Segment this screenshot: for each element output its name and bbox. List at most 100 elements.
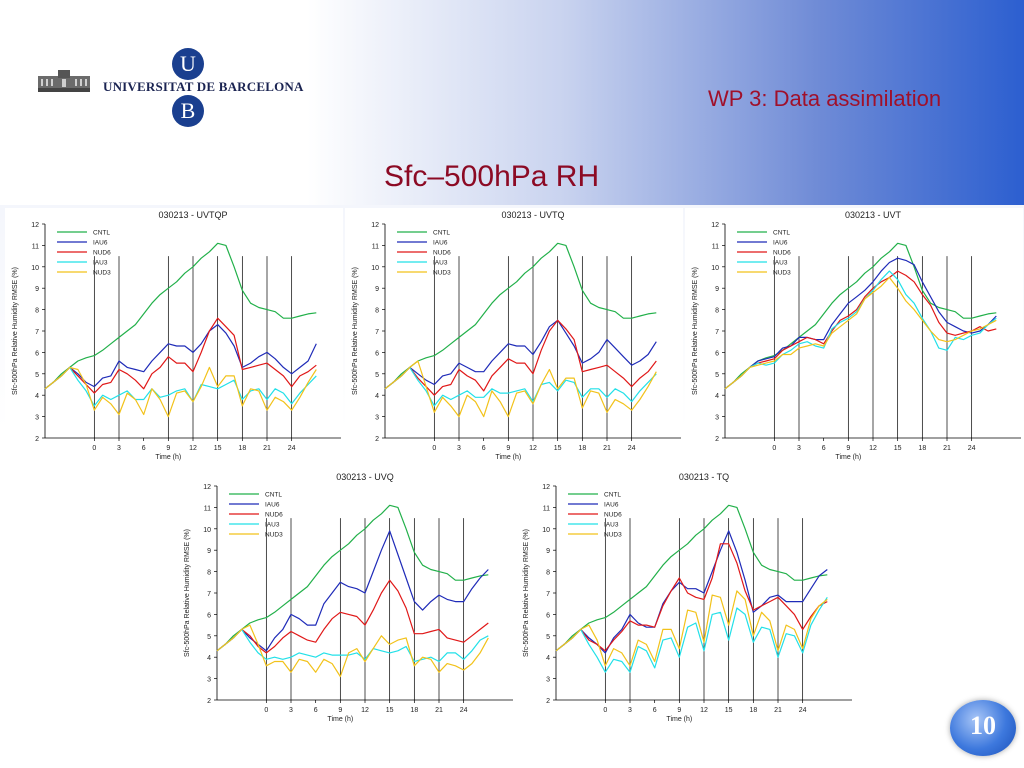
- x-tick-label: 3: [117, 445, 121, 452]
- series-line-nud6: [216, 579, 489, 654]
- x-tick-label: 18: [749, 707, 757, 714]
- x-tick-label: 24: [628, 445, 636, 452]
- y-tick-label: 3: [35, 415, 39, 422]
- series-line-nud3: [44, 366, 317, 418]
- university-building-icon: [38, 70, 90, 92]
- y-tick-label: 10: [31, 265, 39, 272]
- chart-uvtqp-svg: 030213 - UVTQP 2 3 4 5 6 7 8 9 10 11 12 0 3 6 9 12 15 18 21…: [12, 210, 341, 461]
- chart-tq: 030213 - TQ 2 3 4 5 6 7 8 9 10 11 12 0 3 6 9 12 15 18 21 24 T…: [516, 470, 854, 730]
- x-tick-label: 12: [189, 445, 197, 452]
- legend-label-iau3: IAU3: [93, 260, 108, 267]
- x-tick-label: 21: [435, 707, 443, 714]
- x-tick-label: 21: [603, 445, 611, 452]
- series-line-iau3: [555, 596, 828, 673]
- y-tick-label: 9: [207, 548, 211, 555]
- chart-uvt-svg: 030213 - UVT 2 3 4 5 6 7 8 9 10 11 12 0 3 6 9 12 15 18 21 24…: [692, 210, 1021, 461]
- x-tick-label: 0: [603, 707, 607, 714]
- chart-tq-svg: 030213 - TQ 2 3 4 5 6 7 8 9 10 11 12 0 3 6 9 12 15 18 21 24 T…: [523, 472, 852, 723]
- y-tick-label: 10: [542, 527, 550, 534]
- y-axis-label: Sfc-500hPa Relative Humidity RMSE (%): [523, 529, 530, 657]
- y-tick-label: 3: [207, 677, 211, 684]
- x-axis-label: Time (h): [495, 454, 521, 461]
- legend-label-iau6: IAU6: [773, 240, 788, 247]
- y-tick-label: 6: [35, 350, 39, 357]
- x-tick-label: 9: [677, 707, 681, 714]
- series-line-nud6: [384, 319, 657, 396]
- legend-label-nud6: NUD6: [265, 512, 283, 519]
- x-axis-label: Time (h): [327, 716, 353, 723]
- x-tick-label: 0: [432, 445, 436, 452]
- y-tick-label: 2: [715, 436, 719, 443]
- series-line-nud3: [216, 624, 489, 678]
- x-tick-label: 9: [338, 707, 342, 714]
- chart-uvq: 030213 - UVQ 2 3 4 5 6 7 8 9 10 11 12 0 3 6 9 12 15 18 21 24…: [177, 470, 515, 730]
- y-tick-label: 2: [546, 698, 550, 705]
- page-number: 10: [970, 711, 996, 740]
- chart-uvtq: 030213 - UVTQ 2 3 4 5 6 7 8 9 10 11 12 0 3 6 9 12 15 18 21 2…: [345, 208, 683, 468]
- x-axis-label: Time (h): [666, 716, 692, 723]
- x-tick-label: 3: [289, 707, 293, 714]
- y-tick-label: 5: [715, 372, 719, 379]
- y-tick-label: 4: [375, 393, 379, 400]
- x-tick-label: 3: [628, 707, 632, 714]
- university-logo: UNIVERSITAT DE BARCELONA U B: [38, 48, 303, 128]
- y-tick-label: 11: [204, 505, 211, 512]
- y-tick-label: 4: [715, 393, 719, 400]
- legend-label-nud6: NUD6: [93, 250, 111, 257]
- chart-uvq-svg: 030213 - UVQ 2 3 4 5 6 7 8 9 10 11 12 0 3 6 9 12 15 18 21 24…: [184, 472, 513, 723]
- legend-label-iau6: IAU6: [433, 240, 448, 247]
- y-tick-label: 7: [546, 591, 550, 598]
- x-tick-label: 0: [772, 445, 776, 452]
- x-tick-label: 24: [968, 445, 976, 452]
- x-tick-label: 21: [263, 445, 271, 452]
- chart-title: 030213 - UVTQ: [501, 210, 564, 220]
- y-tick-label: 9: [715, 286, 719, 293]
- y-tick-label: 12: [711, 222, 719, 229]
- university-name: UNIVERSITAT DE BARCELONA: [103, 79, 304, 94]
- work-package-title: WP 3: Data assimilation: [708, 86, 942, 111]
- x-tick-label: 9: [166, 445, 170, 452]
- legend-label-cntl: CNTL: [93, 230, 110, 237]
- y-tick-label: 12: [371, 222, 379, 229]
- legend-label-cntl: CNTL: [773, 230, 790, 237]
- legend-label-cntl: CNTL: [604, 492, 621, 499]
- series-line-nud6: [44, 317, 317, 394]
- y-tick-label: 8: [715, 308, 719, 315]
- y-tick-label: 5: [375, 372, 379, 379]
- y-tick-label: 8: [546, 570, 550, 577]
- x-tick-label: 3: [797, 445, 801, 452]
- logo-letter-u: U: [172, 48, 204, 80]
- chart-title: 030213 - TQ: [679, 472, 729, 482]
- y-tick-label: 3: [715, 415, 719, 422]
- legend-label-nud3: NUD3: [265, 532, 283, 539]
- y-tick-label: 8: [35, 308, 39, 315]
- series-line-iau6: [216, 530, 489, 652]
- x-tick-label: 0: [92, 445, 96, 452]
- x-tick-label: 18: [410, 707, 418, 714]
- slide-title: Sfc–500hPa RH: [384, 160, 600, 193]
- legend-label-nud3: NUD3: [93, 270, 111, 277]
- chart-title: 030213 - UVQ: [336, 472, 394, 482]
- legend-label-nud3: NUD3: [773, 270, 791, 277]
- y-tick-label: 6: [375, 350, 379, 357]
- series-line-nud6: [724, 270, 997, 390]
- logo-letter-b: B: [172, 95, 204, 127]
- x-tick-label: 9: [506, 445, 510, 452]
- y-axis-label: Sfc-500hPa Relative Humidity RMSE (%): [12, 267, 19, 395]
- y-tick-label: 12: [203, 484, 211, 491]
- x-tick-label: 15: [894, 445, 902, 452]
- x-tick-label: 15: [386, 707, 394, 714]
- y-tick-label: 8: [207, 570, 211, 577]
- chart-uvt: 030213 - UVT 2 3 4 5 6 7 8 9 10 11 12 0 3 6 9 12 15 18 21 24…: [685, 208, 1023, 468]
- x-tick-label: 21: [943, 445, 951, 452]
- legend-label-cntl: CNTL: [265, 492, 282, 499]
- y-tick-label: 10: [371, 265, 379, 272]
- x-tick-label: 9: [846, 445, 850, 452]
- legend-label-nud6: NUD6: [773, 250, 791, 257]
- y-tick-label: 3: [375, 415, 379, 422]
- x-tick-label: 6: [822, 445, 826, 452]
- x-tick-label: 15: [214, 445, 222, 452]
- legend-label-nud3: NUD3: [433, 270, 451, 277]
- x-tick-label: 18: [238, 445, 246, 452]
- chart-title: 030213 - UVT: [845, 210, 902, 220]
